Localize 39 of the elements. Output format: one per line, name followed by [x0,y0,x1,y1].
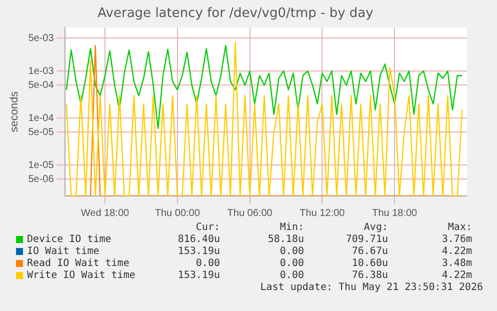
text: 0.00 [194,258,220,270]
text: 0.00 [278,246,304,258]
x-tick-label: Thu 18:00 [372,208,418,219]
text: 3.48m [440,258,472,270]
legend-label: IO Wait time [26,246,100,258]
text: 58.18u [266,234,304,246]
text: 10.60u [350,258,388,270]
text: Avg: [362,222,388,234]
text: Cur: [194,222,220,234]
y-tick-label: 5e-04 [28,80,54,91]
y-tick-label: 1e-03 [28,66,54,77]
x-tick-label: Thu 00:00 [154,208,200,219]
y-tick-label: 5e-03 [28,32,54,44]
legend-label: Read IO Wait time [26,258,130,270]
text: 76.67u [350,246,388,258]
y-tick-label: 1e-04 [28,112,54,124]
text: 3.76m [440,234,472,246]
text: Max: [446,222,472,234]
text: 0.00 [278,258,304,270]
text: 4.22m [440,246,472,258]
y-axis-title: seconds [8,90,21,132]
x-tick-label: Wed 18:00 [80,208,130,219]
x-tick-label: Thu 06:00 [227,208,273,219]
text: Last update: Thu May 21 23:50:31 2026 [260,282,483,293]
text: 709.71u [344,234,388,246]
y-tick-label: 1e-05 [28,160,54,171]
text: 153.19u [176,246,220,258]
x-tick-label: Thu 12:00 [300,208,346,219]
text: 0.00 [278,270,304,282]
legend-label: Device IO time [26,234,112,246]
text: 153.19u [176,270,220,282]
text: Min: [278,222,304,234]
text: 816.40u [176,234,220,246]
text: 4.22m [440,270,472,282]
y-tick-label: 5e-06 [28,174,54,185]
text: 76.38u [350,270,388,282]
chart-title: Average latency for /dev/vg0/tmp - by day [98,6,374,22]
legend-label: Write IO Wait time [26,270,136,282]
y-tick-label: 5e-05 [28,126,54,138]
